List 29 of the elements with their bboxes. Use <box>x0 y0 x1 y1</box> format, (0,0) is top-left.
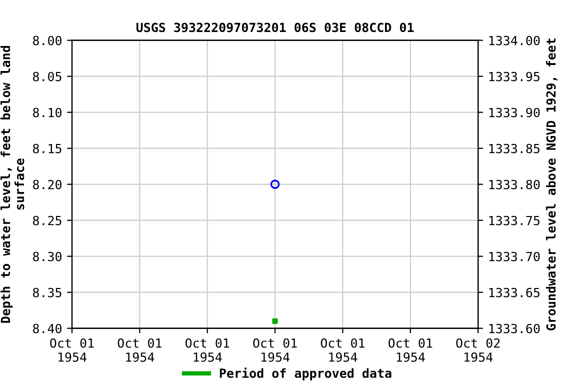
y2-tick-label: 1334.00 <box>489 36 540 46</box>
y2-tick-label: 1333.85 <box>489 144 540 154</box>
x-tick-label: Oct 02 1954 <box>456 338 500 362</box>
x-tick-label: Oct 01 1954 <box>320 338 364 362</box>
y2-tick-label: 1333.80 <box>489 180 540 190</box>
x-tick-label: Oct 01 1954 <box>50 338 94 362</box>
y-tick-label: 8.25 <box>32 216 62 226</box>
x-tick-label: Oct 01 1954 <box>186 338 230 362</box>
y-tick-label: 8.40 <box>32 324 62 334</box>
x-tick-label: Oct 01 1954 <box>253 338 297 362</box>
y2-tick-label: 1333.70 <box>489 252 540 262</box>
y-axis-title: Depth to water level, feet below land surface <box>0 46 24 323</box>
y2-tick-label: 1333.60 <box>489 324 540 334</box>
y-tick-label: 8.20 <box>32 180 62 190</box>
y2-tick-label: 1333.95 <box>489 72 540 82</box>
x-tick-label: Oct 01 1954 <box>118 338 162 362</box>
y-tick-label: 8.35 <box>32 288 62 298</box>
y2-tick-label: 1333.75 <box>489 216 540 226</box>
y-tick-label: 8.30 <box>32 252 62 262</box>
x-tick-label: Oct 01 1954 <box>388 338 432 362</box>
y2-tick-label: 1333.65 <box>489 288 540 298</box>
y-tick-label: 8.00 <box>32 36 62 46</box>
chart-title: USGS 393222097073201 06S 03E 08CCD 01 <box>136 22 414 32</box>
legend-label: Period of approved data <box>220 368 392 380</box>
y-tick-label: 8.15 <box>32 144 62 154</box>
y-tick-label: 8.05 <box>32 72 62 82</box>
y-tick-label: 8.10 <box>32 108 62 118</box>
y2-axis-title: Groundwater level above NGVD 1929, feet <box>546 38 558 330</box>
y2-tick-label: 1333.90 <box>489 108 540 118</box>
